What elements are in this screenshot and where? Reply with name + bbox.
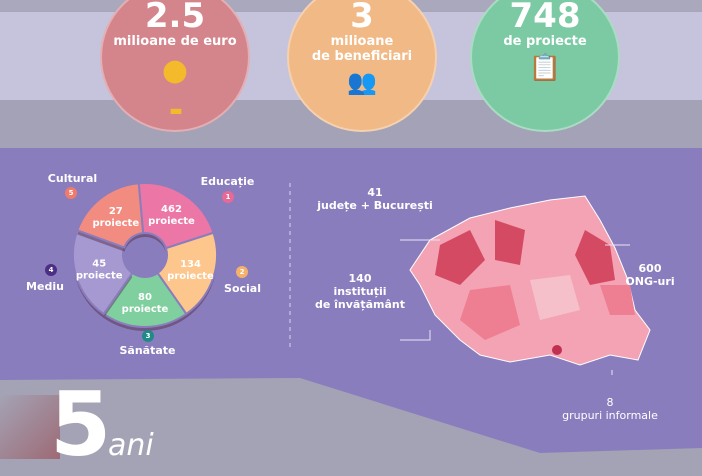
schools-label: instituții (333, 285, 387, 298)
ngos-label: ONG-uri (625, 275, 675, 288)
segment-count: 45 (92, 258, 106, 269)
counties-label: județe + București (317, 199, 433, 212)
domain-label-cultural: Cultural (47, 172, 98, 185)
segment-count: 27 (109, 206, 123, 217)
segment-count: 80 (138, 292, 152, 303)
stat-projects: 748 de proiecte 📋 (470, 0, 620, 132)
segment-unit: proiecte (92, 218, 139, 229)
map-bucharest (552, 345, 562, 355)
map-county (530, 275, 580, 320)
segment-unit: proiecte (76, 270, 123, 281)
stat-value: 3 (350, 0, 374, 36)
map-county-dark (435, 230, 485, 285)
stat-label: de proiecte (503, 34, 587, 49)
stat-beneficiaries: 3 milioane de beneficiari 👥 (287, 0, 437, 132)
ngos-num: 600 (638, 262, 662, 275)
domain-label-sanatate: Sănătate (119, 344, 176, 357)
coins-icon: ● ▬ (161, 53, 189, 119)
decor-ribbon (0, 395, 60, 459)
clipboard-magnifier-icon: 📋 (528, 53, 562, 83)
domain-donut: 462proiecte134proiecte80proiecte45proiec… (72, 182, 218, 331)
domain-badge: 3 (142, 330, 154, 342)
segment-0 (137, 182, 215, 250)
anniversary-text: ani (108, 428, 154, 463)
segment-count: 134 (180, 259, 201, 270)
domain-label-mediu: Mediu (26, 280, 64, 293)
stat-value: 748 (509, 0, 581, 36)
map-county (600, 285, 635, 315)
map-county-dark (495, 220, 525, 265)
domain-badge: 5 (65, 187, 77, 199)
stat-label: de beneficiari (311, 49, 413, 64)
anniversary-number: 5 (50, 373, 112, 476)
romania-map (400, 195, 651, 375)
segment-unit: proiecte (167, 271, 214, 282)
domain-badge: 2 (236, 266, 248, 278)
segment-unit: proiecte (122, 304, 169, 315)
stat-budget: 2.5 milioane de euro ● ▬ (100, 0, 250, 132)
segment-unit: proiecte (148, 216, 195, 227)
map-schools: 140 instituții de învățământ (305, 272, 415, 311)
domain-label-educatie: Educație (200, 175, 255, 188)
schools-num: 140 (348, 272, 372, 285)
segment-4 (76, 182, 145, 249)
segment-count: 462 (161, 204, 182, 215)
schools-label: de învățământ (314, 298, 405, 311)
domain-badge: 1 (222, 191, 234, 203)
domain-badge: 4 (45, 264, 57, 276)
groups-label: grupuri informale (562, 409, 658, 422)
segment-2 (102, 271, 188, 328)
people-icon: 👥 (347, 68, 377, 96)
stat-label: milioane de euro (113, 34, 237, 49)
stat-value: 2.5 (144, 0, 206, 36)
map-counties: 41 județe + București (300, 186, 450, 212)
groups-num: 8 (606, 396, 614, 409)
map-county (460, 285, 520, 340)
counties-num: 41 (367, 186, 383, 199)
domain-label-social: Social (224, 282, 261, 295)
map-ngos: 600 ONG-uri (610, 262, 690, 288)
segment-3 (72, 229, 134, 316)
stat-label: milioane (330, 34, 394, 49)
map-county-dark (575, 230, 615, 285)
map-groups: 8 grupuri informale (545, 396, 675, 422)
